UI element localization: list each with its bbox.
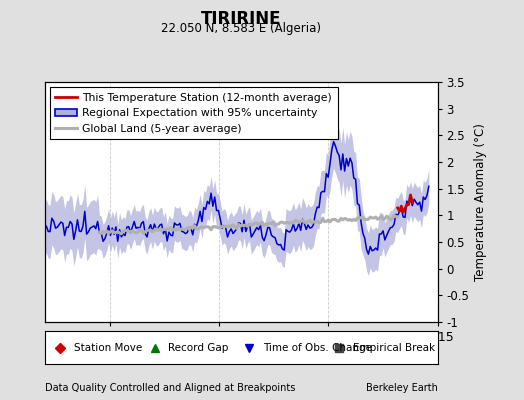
Text: Data Quality Controlled and Aligned at Breakpoints: Data Quality Controlled and Aligned at B… <box>45 383 295 393</box>
Text: TIRIRINE: TIRIRINE <box>201 10 281 28</box>
Text: Time of Obs. Change: Time of Obs. Change <box>263 342 372 353</box>
Text: Record Gap: Record Gap <box>168 342 228 353</box>
Y-axis label: Temperature Anomaly (°C): Temperature Anomaly (°C) <box>474 123 487 281</box>
Text: Berkeley Earth: Berkeley Earth <box>366 383 438 393</box>
Legend: This Temperature Station (12-month average), Regional Expectation with 95% uncer: This Temperature Station (12-month avera… <box>50 88 337 139</box>
Text: Station Move: Station Move <box>74 342 142 353</box>
Text: 22.050 N, 8.583 E (Algeria): 22.050 N, 8.583 E (Algeria) <box>161 22 321 35</box>
Text: Empirical Break: Empirical Break <box>353 342 435 353</box>
